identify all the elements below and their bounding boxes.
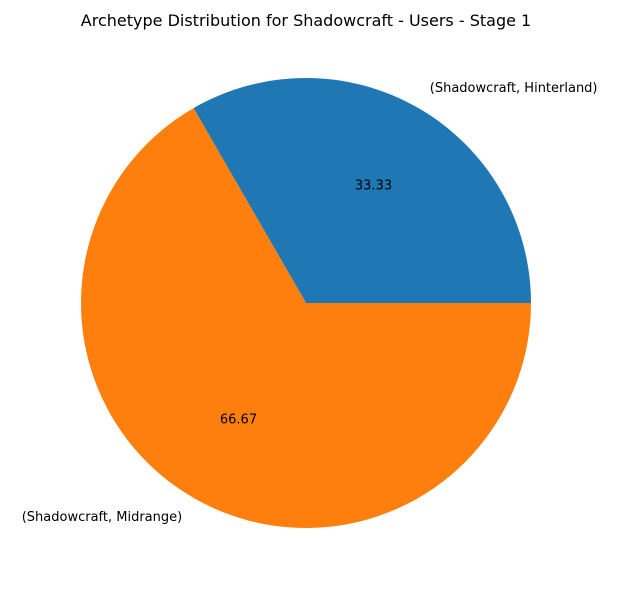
pie-slice-1 <box>81 108 531 528</box>
pie-labels: 33.33 (Shadowcraft, Hinterland) 66.67 (Shad… <box>22 81 598 525</box>
pie-slice-0 <box>193 77 532 303</box>
pie-slices <box>81 77 532 528</box>
pie-pct-label-1: 66.67 <box>220 412 257 427</box>
pie-pct-label-0: 33.33 <box>355 179 392 194</box>
pie-category-label-1: (Shadowcraft, Midrange) <box>22 510 183 525</box>
pie-category-label-0: (Shadowcraft, Hinterland) <box>430 81 598 96</box>
chart-title: Archetype Distribution for Shadowcraft -… <box>81 11 531 30</box>
